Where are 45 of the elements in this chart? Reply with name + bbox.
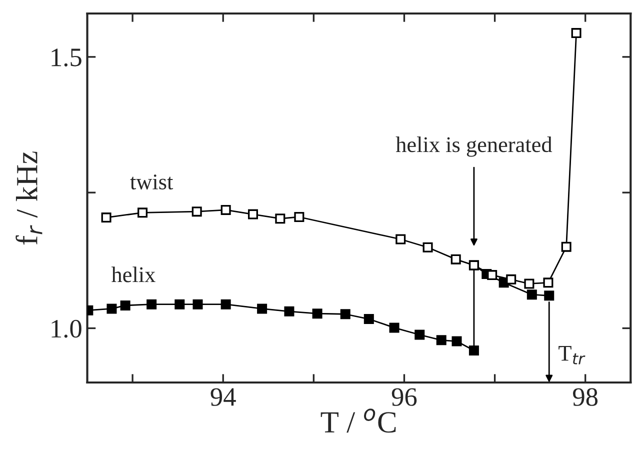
point — [257, 304, 268, 314]
point — [544, 290, 554, 301]
point — [414, 330, 425, 340]
annotation: helix is generated — [396, 136, 552, 157]
point — [248, 209, 258, 220]
point — [146, 299, 157, 310]
series-label: twist — [130, 174, 174, 190]
point — [436, 335, 446, 346]
point — [120, 300, 130, 310]
point — [422, 242, 433, 252]
point — [312, 308, 322, 319]
point — [389, 322, 400, 333]
x-tick-label: 94 — [210, 388, 236, 406]
point — [192, 206, 202, 217]
y-tick-label: 1.5 — [52, 48, 82, 66]
point — [487, 270, 498, 280]
point — [450, 254, 461, 264]
y-tick-label: 1.0 — [52, 320, 82, 338]
point — [524, 278, 534, 289]
point — [106, 304, 117, 314]
y-axis-title: f$_{r}$ / kHz — [16, 152, 42, 245]
point — [396, 234, 406, 244]
point — [340, 309, 350, 320]
x-tick-label: 98 — [573, 388, 598, 406]
series-label: helix — [111, 266, 156, 282]
point — [452, 336, 462, 346]
annotation: T$_{tr}$ — [558, 346, 586, 364]
point — [284, 306, 294, 316]
x-tick-label: 96 — [392, 388, 417, 406]
point — [526, 290, 537, 300]
point — [192, 299, 203, 310]
point — [275, 214, 286, 224]
point — [543, 278, 554, 288]
point — [220, 299, 231, 310]
point — [101, 212, 112, 223]
point — [468, 345, 479, 356]
point — [138, 208, 148, 218]
x-axis-title: T / $^{o}$C — [320, 408, 396, 433]
point — [174, 299, 185, 310]
point — [364, 314, 374, 324]
point — [571, 28, 582, 38]
point — [220, 204, 231, 215]
point — [506, 274, 516, 284]
point — [561, 242, 572, 252]
point — [294, 212, 304, 222]
